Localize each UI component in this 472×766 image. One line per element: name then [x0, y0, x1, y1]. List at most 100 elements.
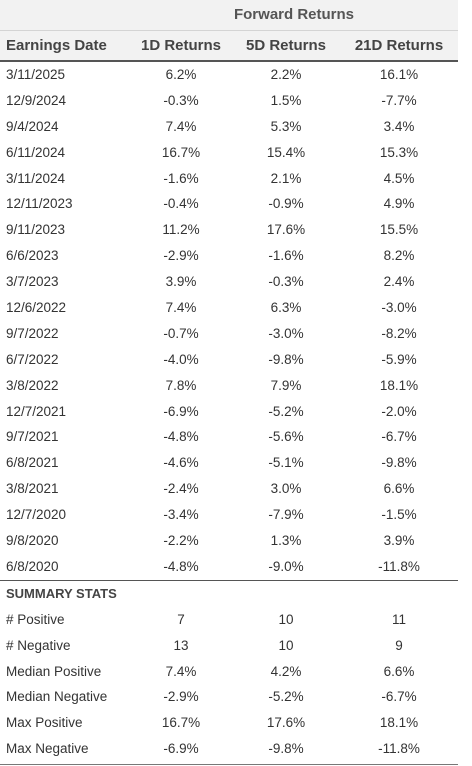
summary-cell-stat-label: # Positive: [6, 611, 65, 627]
cell-earnings-date: 3/8/2021: [6, 481, 59, 497]
cell-1d-return: -4.8%: [163, 429, 199, 445]
summary-cell-stat-1d: 7: [177, 611, 185, 627]
table-row: 12/7/2021 -6.9% -5.2% -2.0%: [0, 399, 458, 425]
table-row: 12/9/2024 -0.3% 1.5% -7.7%: [0, 88, 458, 114]
cell-21d-return: -9.8%: [381, 455, 417, 471]
summary-body: # Positive 7 10 11 # Negative 13 10 9 Median Pos…: [0, 607, 458, 762]
cell-5d-return: 2.1%: [270, 170, 302, 186]
table-body: 3/11/2025 6.2% 2.2% 16.1% 12/9/2024 -0.3% 1.5%…: [0, 62, 458, 580]
summary-cell-stat-1d: 16.7%: [161, 715, 201, 731]
cell-1d-return: -2.2%: [163, 533, 199, 549]
cell-5d-return: -9.8%: [268, 351, 304, 367]
cell-5d-return: -5.6%: [268, 429, 304, 445]
summary-row: Max Positive 16.7% 17.6% 18.1%: [0, 710, 458, 736]
cell-1d-return: 3.9%: [165, 274, 197, 290]
summary-cell-stat-1d: -2.9%: [163, 689, 199, 705]
summary-cell-stat-label: Max Positive: [6, 715, 83, 731]
table-row: 9/7/2021 -4.8% -5.6% -6.7%: [0, 424, 458, 450]
cell-21d-return: 16.1%: [379, 67, 419, 82]
cell-21d-return: -5.9%: [381, 351, 417, 367]
cell-5d-return: 1.5%: [270, 92, 302, 108]
summary-cell-stat-5d: -9.8%: [268, 741, 304, 757]
cell-21d-return: 15.5%: [379, 222, 419, 238]
table-row: 9/11/2023 11.2% 17.6% 15.5%: [0, 217, 458, 243]
cell-1d-return: 11.2%: [162, 222, 200, 238]
cell-1d-return: -3.4%: [163, 507, 199, 523]
cell-1d-return: -4.0%: [163, 351, 199, 367]
cell-earnings-date: 6/7/2022: [6, 351, 59, 367]
cell-1d-return: -0.4%: [163, 196, 199, 212]
table-row: 6/7/2022 -4.0% -9.8% -5.9%: [0, 347, 458, 373]
table-row: 6/11/2024 16.7% 15.4% 15.3%: [0, 140, 458, 166]
cell-1d-return: -6.9%: [163, 403, 199, 419]
cell-21d-return: -2.0%: [381, 403, 417, 419]
cell-5d-return: 7.9%: [270, 377, 302, 393]
cell-5d-return: 5.3%: [270, 118, 302, 134]
summary-cell-stat-21d: -11.8%: [378, 741, 420, 757]
summary-cell-stat-21d: 6.6%: [383, 663, 415, 679]
cell-1d-return: 6.2%: [165, 67, 197, 82]
summary-cell-stat-5d: 10: [278, 611, 294, 627]
summary-cell-stat-1d: 7.4%: [165, 663, 197, 679]
cell-1d-return: -4.6%: [163, 455, 199, 471]
table-row: 3/7/2023 3.9% -0.3% 2.4%: [0, 269, 458, 295]
summary-cell-stat-21d: 9: [395, 637, 403, 653]
table-row: 6/8/2020 -4.8% -9.0% -11.8%: [0, 554, 458, 580]
table-row: 9/8/2020 -2.2% 1.3% 3.9%: [0, 528, 458, 554]
cell-earnings-date: 9/8/2020: [6, 533, 59, 549]
cell-5d-return: 17.6%: [266, 222, 306, 238]
table-row: 3/8/2022 7.8% 7.9% 18.1%: [0, 373, 458, 399]
cell-1d-return: -2.4%: [163, 481, 199, 497]
cell-5d-return: -5.1%: [268, 455, 304, 471]
cell-21d-return: -11.8%: [378, 558, 420, 574]
cell-5d-return: -3.0%: [268, 325, 304, 341]
cell-earnings-date: 12/7/2021: [6, 403, 67, 419]
group-header-row: Forward Returns: [0, 0, 458, 31]
cell-earnings-date: 9/4/2024: [6, 118, 59, 134]
column-header-row: Earnings Date 1D Returns 5D Returns 21D …: [0, 31, 458, 62]
summary-row: # Positive 7 10 11: [0, 607, 458, 633]
summary-cell-stat-5d: 4.2%: [270, 663, 302, 679]
cell-5d-return: 2.2%: [270, 67, 302, 82]
table-row: 3/11/2024 -1.6% 2.1% 4.5%: [0, 166, 458, 192]
cell-21d-return: -1.5%: [381, 507, 417, 523]
cell-21d-return: -8.2%: [381, 325, 417, 341]
cell-21d-return: 3.9%: [383, 533, 415, 549]
cell-earnings-date: 6/11/2024: [6, 144, 66, 160]
cell-earnings-date: 6/8/2021: [6, 455, 59, 471]
cell-5d-return: -5.2%: [268, 403, 304, 419]
column-header-1d-returns: 1D Returns: [140, 37, 222, 54]
summary-row: Median Negative -2.9% -5.2% -6.7%: [0, 684, 458, 710]
cell-earnings-date: 12/11/2023: [6, 196, 73, 212]
cell-1d-return: 7.4%: [165, 118, 197, 134]
cell-21d-return: 8.2%: [383, 248, 415, 264]
cell-1d-return: 7.8%: [165, 377, 197, 393]
summary-divider: [0, 579, 458, 581]
earnings-returns-table: Forward Returns Earnings Date 1D Returns…: [0, 0, 458, 766]
table-row: 12/7/2020 -3.4% -7.9% -1.5%: [0, 502, 458, 528]
cell-21d-return: 15.3%: [379, 144, 419, 160]
summary-stats-title: SUMMARY STATS: [6, 585, 117, 601]
cell-5d-return: 1.3%: [270, 533, 302, 549]
cell-5d-return: 6.3%: [270, 300, 302, 316]
cell-earnings-date: 3/8/2022: [6, 377, 59, 393]
summary-cell-stat-5d: 17.6%: [266, 715, 306, 731]
group-header-spacer: [0, 0, 130, 30]
cell-5d-return: 15.4%: [266, 144, 306, 160]
cell-5d-return: -1.6%: [268, 248, 304, 264]
cell-earnings-date: 3/7/2023: [6, 274, 59, 290]
cell-21d-return: 2.4%: [383, 274, 415, 290]
table-row: 6/8/2021 -4.6% -5.1% -9.8%: [0, 450, 458, 476]
summary-cell-stat-1d: 13: [173, 637, 189, 653]
cell-1d-return: -2.9%: [163, 248, 199, 264]
cell-earnings-date: 3/11/2025: [6, 67, 66, 82]
table-row: 12/6/2022 7.4% 6.3% -3.0%: [0, 295, 458, 321]
column-header-21d-returns: 21D Returns: [354, 37, 444, 54]
cell-earnings-date: 9/11/2023: [6, 222, 66, 238]
cell-earnings-date: 9/7/2022: [6, 325, 59, 341]
summary-cell-stat-1d: -6.9%: [163, 741, 199, 757]
table-row: 9/7/2022 -0.7% -3.0% -8.2%: [0, 321, 458, 347]
cell-1d-return: -4.8%: [163, 558, 199, 574]
cell-21d-return: 6.6%: [383, 481, 415, 497]
table-row: 3/8/2021 -2.4% 3.0% 6.6%: [0, 476, 458, 502]
